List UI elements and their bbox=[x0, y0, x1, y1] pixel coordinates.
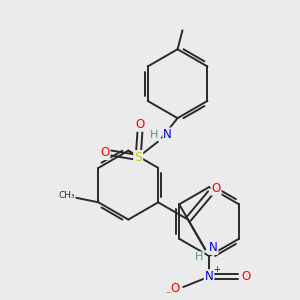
Text: O: O bbox=[212, 182, 221, 195]
Text: O: O bbox=[100, 146, 110, 159]
Text: +: + bbox=[214, 265, 220, 274]
Text: N: N bbox=[205, 270, 214, 283]
Text: O: O bbox=[136, 118, 145, 131]
Text: ⁻: ⁻ bbox=[165, 290, 170, 300]
Text: H: H bbox=[150, 130, 158, 140]
Text: O: O bbox=[242, 270, 251, 283]
Text: O: O bbox=[171, 283, 180, 296]
Text: CH₃: CH₃ bbox=[58, 191, 75, 200]
Text: N: N bbox=[209, 241, 218, 254]
Text: S: S bbox=[134, 151, 142, 164]
Text: H: H bbox=[195, 252, 203, 262]
Text: N: N bbox=[163, 128, 172, 141]
